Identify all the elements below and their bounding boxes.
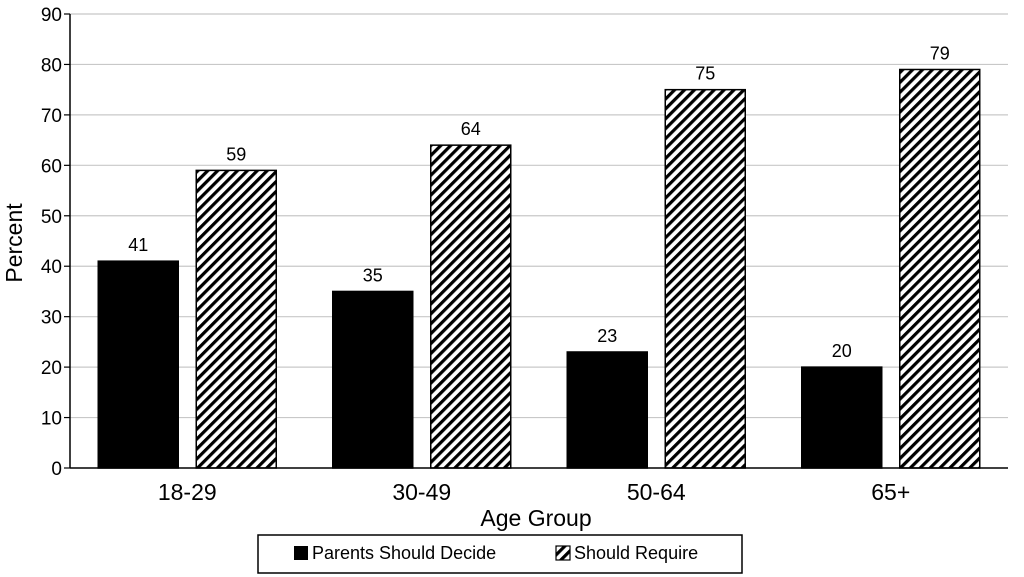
- axes: [64, 13, 1008, 469]
- legend-swatch-parents-should-decide: [294, 546, 308, 560]
- bars: [97, 68, 981, 469]
- x-tick-label-65: 65+: [871, 479, 910, 505]
- data-label-parents-should-decide-65: 20: [832, 341, 852, 361]
- y-tick-label-90: 90: [41, 5, 62, 26]
- legend-swatch-should-require: [555, 545, 571, 561]
- y-tick-label-30: 30: [41, 308, 62, 329]
- x-axis-title: Age Group: [480, 505, 591, 531]
- bar-should-require-18-29: [195, 169, 277, 469]
- bar-parents-should-decide-30-49: [332, 290, 414, 469]
- y-tick-label-60: 60: [41, 156, 62, 177]
- data-label-should-require-18-29: 59: [226, 144, 246, 164]
- y-tick-label-40: 40: [41, 257, 62, 278]
- data-label-parents-should-decide-18-29: 41: [128, 235, 148, 255]
- data-label-should-require-50-64: 75: [695, 64, 715, 84]
- legend: Parents Should Decide Should Require: [257, 534, 743, 574]
- legend-label-parents-should-decide: Parents Should Decide: [312, 543, 496, 563]
- data-label-should-require-65: 79: [930, 43, 950, 63]
- y-tick-label-50: 50: [41, 207, 62, 228]
- legend-box: [257, 534, 743, 574]
- bar-parents-should-decide-65: [801, 366, 883, 469]
- bar-parents-should-decide-50-64: [566, 351, 648, 469]
- bar-parents-should-decide-18-29: [97, 260, 179, 469]
- data-label-parents-should-decide-30-49: 35: [363, 265, 383, 285]
- bar-should-require-65: [899, 68, 981, 469]
- y-tick-label-20: 20: [41, 358, 62, 379]
- bar-should-require-50-64: [664, 88, 746, 469]
- y-tick-label-80: 80: [41, 55, 62, 76]
- data-label-should-require-30-49: 64: [461, 119, 481, 139]
- labels: 0 10 20 30 40 50 60 70 80 90 41 59 18-29 35 64 30-49 23 7…: [41, 5, 950, 505]
- x-tick-label-30-49: 30-49: [392, 479, 451, 505]
- y-axis-title: Percent: [1, 203, 27, 283]
- data-label-parents-should-decide-50-64: 23: [597, 326, 617, 346]
- x-tick-label-50-64: 50-64: [627, 479, 686, 505]
- legend-label-should-require: Should Require: [574, 543, 698, 563]
- y-tick-label-0: 0: [51, 459, 62, 480]
- bar-should-require-30-49: [430, 144, 512, 469]
- y-tick-label-10: 10: [41, 409, 62, 430]
- x-tick-label-18-29: 18-29: [158, 479, 217, 505]
- y-tick-label-70: 70: [41, 106, 62, 127]
